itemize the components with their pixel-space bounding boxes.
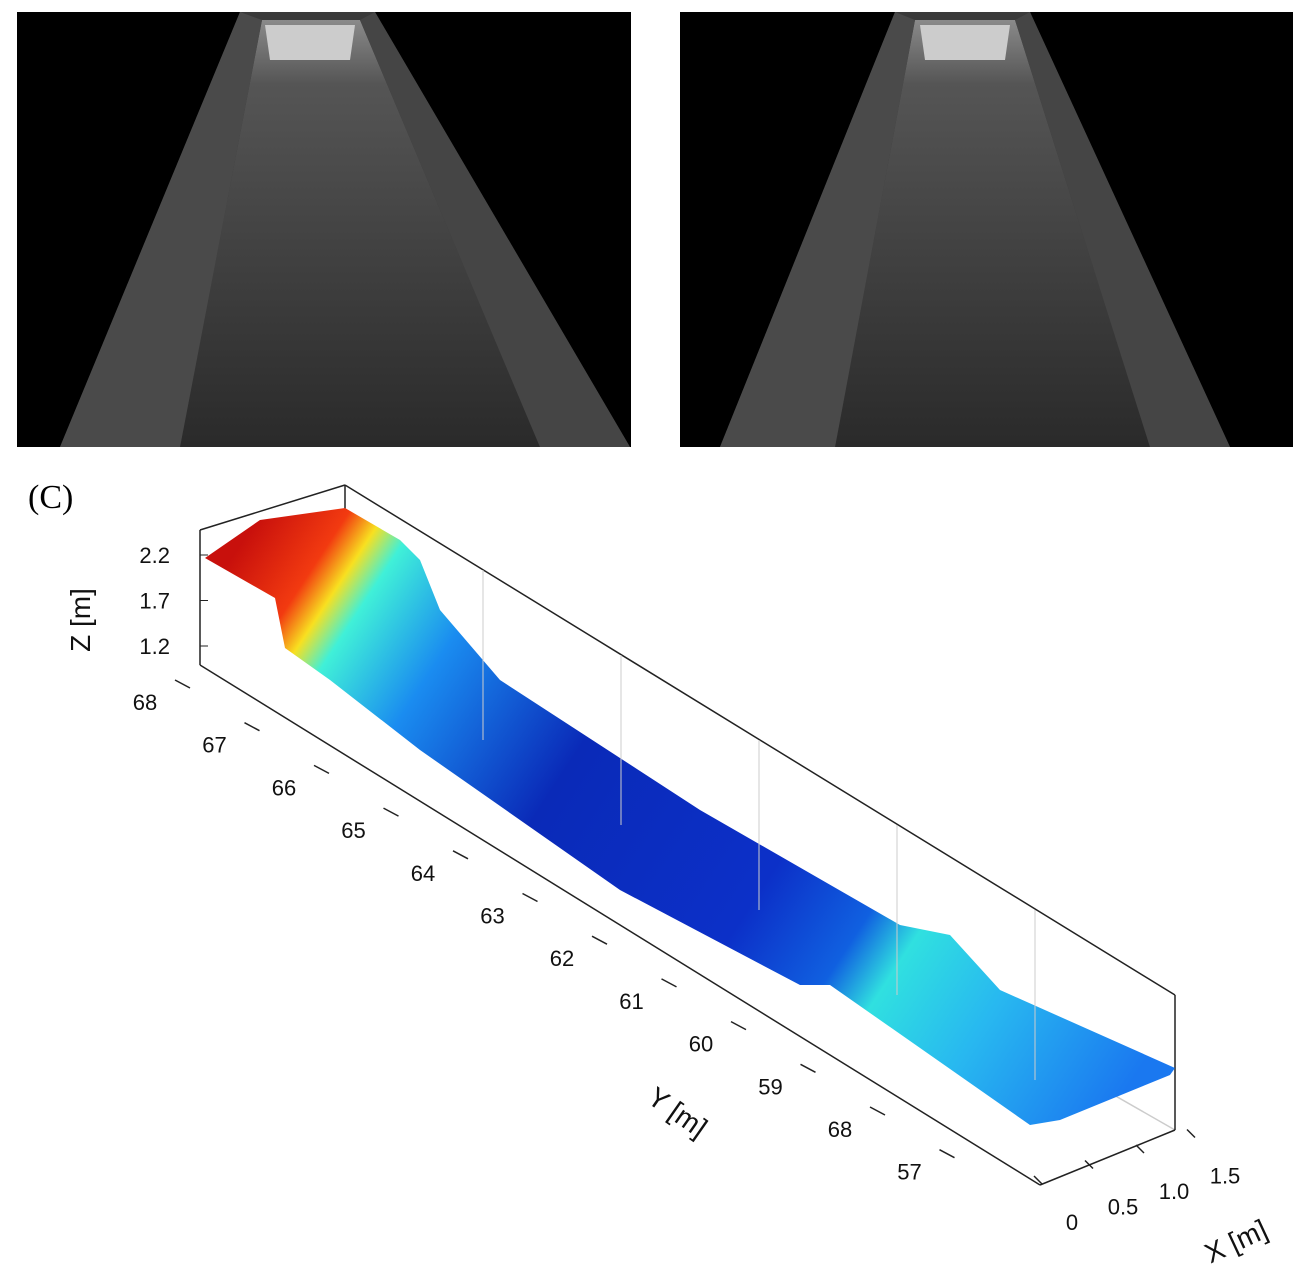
y-tick-label: 61 xyxy=(619,989,643,1014)
photo-a xyxy=(17,12,631,447)
y-tick-label: 67 xyxy=(202,733,226,758)
tick-mark xyxy=(522,892,538,903)
tick-mark xyxy=(939,1149,955,1159)
y-tick-label: 57 xyxy=(897,1160,921,1185)
tick-mark xyxy=(1135,1144,1145,1154)
y-tick-label: 66 xyxy=(272,775,296,800)
y-tick-label: 60 xyxy=(689,1032,713,1057)
panel-label: (C) xyxy=(28,479,73,516)
x-axis-label: X [m] xyxy=(1200,1214,1272,1270)
tick-mark xyxy=(383,807,399,817)
y-tick-label: 64 xyxy=(411,861,435,886)
tick-mark xyxy=(1084,1159,1094,1170)
x-tick-label: 0.5 xyxy=(1108,1195,1139,1220)
panel-label: (A) xyxy=(28,29,75,66)
y-tick-label: 63 xyxy=(480,904,504,929)
y-axis-label: Y [m] xyxy=(642,1081,713,1144)
x-tick-label: 1.0 xyxy=(1159,1179,1190,1204)
z-axis-label: Z [m] xyxy=(65,588,96,652)
tick-mark xyxy=(174,679,191,689)
tick-mark xyxy=(730,1020,747,1031)
photo-b xyxy=(680,12,1293,447)
y-tick-label: 62 xyxy=(550,946,574,971)
tick-mark xyxy=(661,978,677,988)
tick-mark xyxy=(800,1063,816,1073)
z-tick-label: 2.2 xyxy=(139,543,170,568)
z-tick-label: 1.2 xyxy=(139,634,170,659)
tick-mark xyxy=(1186,1128,1196,1139)
y-tick-label: 65 xyxy=(341,818,365,843)
tick-mark xyxy=(244,722,260,732)
y-tick-label: 68 xyxy=(133,690,157,715)
y-tick-label: 59 xyxy=(758,1074,782,1099)
tick-mark xyxy=(313,764,330,775)
tick-mark xyxy=(591,935,608,945)
z-tick-label: 1.7 xyxy=(139,589,170,614)
tick-mark xyxy=(869,1106,886,1116)
panel-label: (B) xyxy=(693,29,738,66)
y-tick-label: 68 xyxy=(828,1117,852,1142)
tick-mark xyxy=(1033,1175,1043,1185)
x-tick-label: 0 xyxy=(1066,1210,1078,1235)
tick-mark xyxy=(452,850,469,860)
x-tick-label: 1.5 xyxy=(1210,1164,1241,1189)
surface xyxy=(205,508,1175,1125)
